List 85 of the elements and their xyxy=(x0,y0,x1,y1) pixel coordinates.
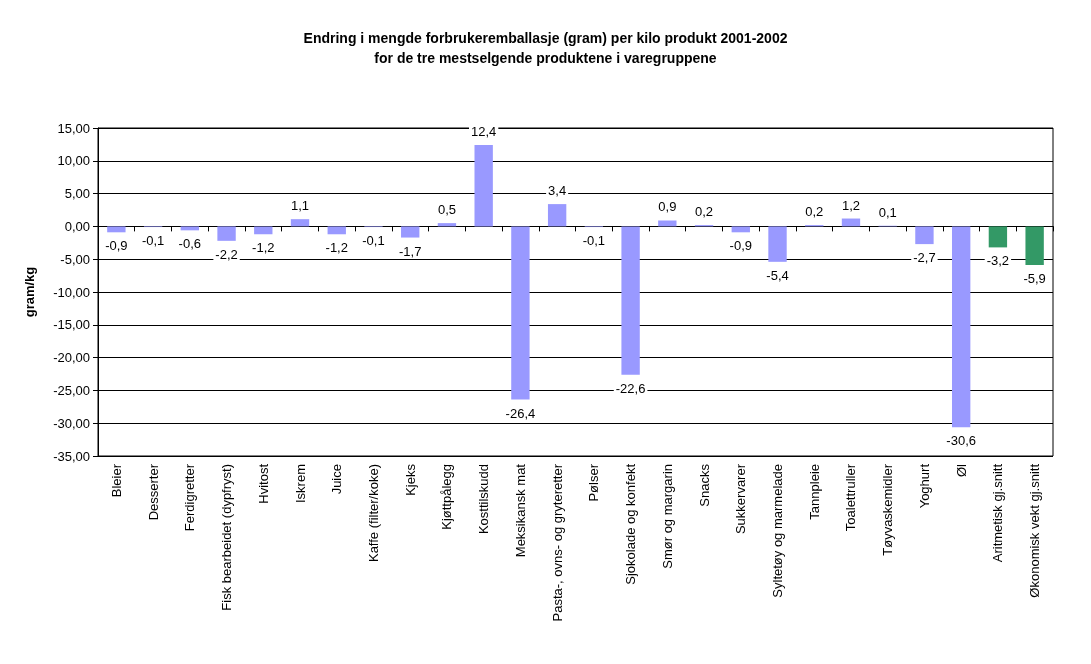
x-tick-label: Syltetøy og marmelade xyxy=(770,464,786,598)
bar xyxy=(437,223,457,227)
bar xyxy=(180,226,200,231)
y-tick-label: -15,00 xyxy=(53,317,90,333)
bar xyxy=(254,226,273,235)
x-tick-label: Kjøttpålegg xyxy=(439,464,455,530)
data-label: -2,2 xyxy=(215,246,238,262)
x-tick-label: Iskrem xyxy=(292,464,308,503)
bar xyxy=(915,226,934,245)
x-tick-label: Snacks xyxy=(696,463,712,507)
data-label: -0,9 xyxy=(105,238,128,254)
bar xyxy=(768,226,787,262)
x-tick-label: Kjeks xyxy=(402,463,418,496)
chart-subtitle: for de tre mestselgende produktene i varegruppene xyxy=(374,50,717,66)
bar xyxy=(290,219,310,227)
bar xyxy=(474,145,493,227)
y-tick-label: 15,00 xyxy=(57,120,90,136)
x-tick-label: Meksikansk mat xyxy=(512,463,528,558)
y-tick-label: -10,00 xyxy=(53,284,90,300)
data-label: 0,2 xyxy=(695,204,714,220)
y-tick-label: 5,00 xyxy=(64,186,90,202)
data-label: -1,2 xyxy=(325,240,348,256)
data-label: -0,1 xyxy=(141,233,165,249)
y-tick-label: 0,00 xyxy=(64,218,90,234)
bar xyxy=(988,226,1008,248)
x-tick-label: Kaffe (filter/koke) xyxy=(365,464,381,563)
data-label: 3,4 xyxy=(548,183,567,199)
bar xyxy=(401,226,420,238)
bar xyxy=(327,226,346,235)
data-label: -3,2 xyxy=(986,253,1010,269)
data-label: -0,1 xyxy=(582,233,606,249)
chart-title: Endring i mengde forbrukeremballasje (gram) per kilo produkt 2001-2002 xyxy=(303,30,788,46)
x-tick-label: Hvitost xyxy=(255,463,271,504)
y-tick-label: -35,00 xyxy=(53,448,90,464)
y-axis-title: gram/kg xyxy=(22,266,37,318)
data-label: 0,9 xyxy=(658,199,677,215)
data-label: 0,1 xyxy=(878,204,897,220)
x-tick-label: Ferdigretter xyxy=(182,463,198,532)
bar xyxy=(658,220,677,227)
data-label: -2,7 xyxy=(913,250,936,266)
y-tick-label: -30,00 xyxy=(53,415,90,431)
data-label: -30,6 xyxy=(946,433,976,449)
data-label: 0,5 xyxy=(437,202,456,218)
y-tick-label: -5,00 xyxy=(60,251,90,267)
x-tick-label: Kosttilskudd xyxy=(476,464,492,535)
data-label: -0,9 xyxy=(729,238,752,254)
x-tick-label: Toalettruller xyxy=(843,463,859,532)
x-tick-label: Tøyvaskemidler xyxy=(880,463,896,556)
bar xyxy=(951,226,971,428)
bar xyxy=(511,226,530,400)
x-tick-label: Fisk bearbeidet (dypfryst) xyxy=(219,464,235,611)
x-tick-label: Økonomisk vekt gj.snitt xyxy=(1027,463,1043,598)
data-label: -0,6 xyxy=(178,236,202,252)
data-label: -26,4 xyxy=(505,405,536,421)
data-label: 0,2 xyxy=(805,204,824,220)
data-label: -1,2 xyxy=(252,240,275,256)
bar xyxy=(731,226,750,233)
x-tick-label: Bleier xyxy=(108,463,124,498)
bar xyxy=(107,226,126,233)
x-tick-label: Pølser xyxy=(586,463,602,502)
x-tick-label: Sjokolade og konfekt xyxy=(623,463,639,585)
bar xyxy=(217,226,236,241)
x-tick-label: Tannpleie xyxy=(806,464,822,520)
y-tick-label: -20,00 xyxy=(53,350,90,366)
y-tick-label: -25,00 xyxy=(53,382,90,398)
bar xyxy=(621,226,640,375)
data-label: 1,2 xyxy=(841,197,861,213)
y-tick-label: 10,00 xyxy=(57,153,90,169)
x-tick-label: Aritmetisk gj.snitt xyxy=(990,463,1006,563)
x-tick-label: Sukkervarer xyxy=(733,463,749,535)
data-label: 12,4 xyxy=(471,124,497,140)
bar xyxy=(1025,226,1044,266)
x-tick-label: Smør og margarin xyxy=(659,464,675,569)
x-tick-label: Desserter xyxy=(145,463,161,521)
data-label: 1,1 xyxy=(290,198,310,214)
data-label: -22,6 xyxy=(615,380,646,396)
data-label: -0,1 xyxy=(362,233,385,249)
data-label: -5,9 xyxy=(1023,271,1046,287)
data-label: -5,4 xyxy=(766,267,789,283)
data-label: -1,7 xyxy=(399,243,422,259)
x-tick-label: Øl xyxy=(953,463,969,477)
x-tick-label: Pasta-, ovns- og gryteretter xyxy=(549,463,565,622)
x-tick-label: Yoghurt xyxy=(916,463,932,509)
bar xyxy=(547,204,567,227)
x-tick-label: Juice xyxy=(329,464,345,495)
